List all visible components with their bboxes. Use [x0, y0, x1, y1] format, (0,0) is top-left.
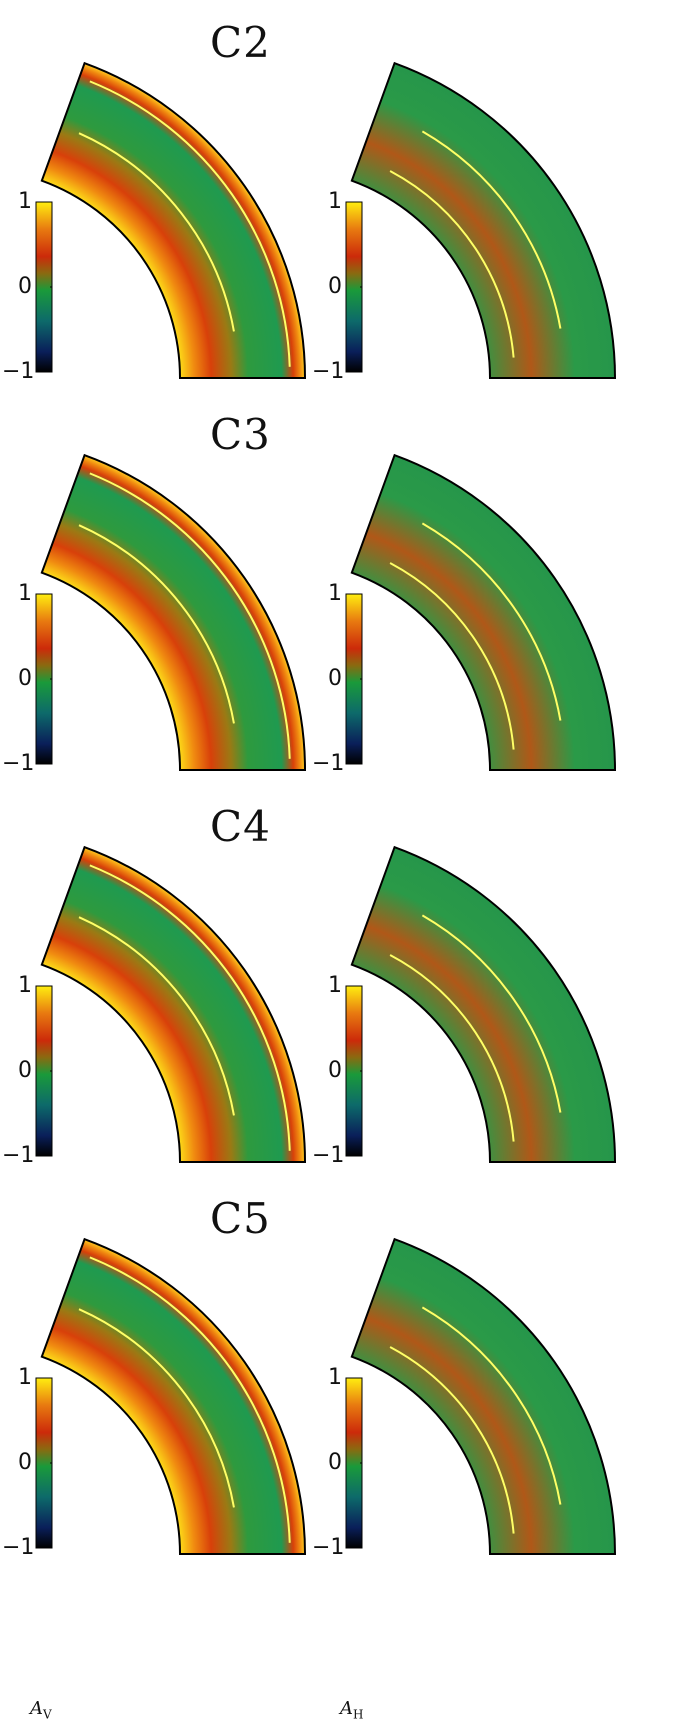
panel-c2-ah — [350, 61, 617, 379]
colorbar-right — [345, 593, 363, 765]
panel-c4-ah — [350, 845, 617, 1163]
contour-line — [89, 472, 291, 759]
row-label-c2: C2 — [210, 18, 271, 67]
panel-boundary — [350, 845, 617, 1163]
colorbar-tick-label: −1 — [2, 751, 35, 776]
contour-line — [78, 524, 235, 724]
panel-boundary — [40, 845, 307, 1163]
panels-group — [35, 61, 617, 1555]
contour-line — [89, 1256, 291, 1543]
panel-boundary — [40, 1237, 307, 1555]
contour-line — [78, 1308, 235, 1508]
panel-c3-ah — [350, 453, 617, 771]
contour-line — [78, 916, 235, 1116]
colorbar-right — [345, 1377, 363, 1549]
colorbar-tick-label: −1 — [2, 359, 35, 384]
row-label-c5: C5 — [210, 1194, 271, 1243]
colorbar-tick-label: 0 — [328, 666, 342, 691]
colorbar-tick-label: 0 — [328, 1450, 342, 1475]
colorbar-tick-label: 0 — [328, 1058, 342, 1083]
colorbar-tick-label: −1 — [312, 751, 345, 776]
colorbar-tick-label: 0 — [18, 274, 32, 299]
colorbar-left — [35, 1377, 53, 1549]
panel-boundary — [350, 1237, 617, 1555]
panel-c3-av — [40, 453, 307, 771]
panel-boundary — [40, 61, 307, 379]
contour-line — [421, 914, 562, 1113]
panel-fill — [41, 847, 306, 1162]
axis-label-ah: AH — [340, 1698, 363, 1722]
colorbar-tick-label: 1 — [328, 581, 342, 606]
panel-c4-av — [40, 845, 307, 1163]
contour-line — [389, 954, 515, 1142]
colorbar-tick-label: 1 — [18, 189, 32, 214]
contour-line — [389, 170, 515, 358]
contour-line — [389, 1346, 515, 1534]
contour-line — [389, 562, 515, 750]
contour-line — [78, 132, 235, 332]
panel-c5-ah — [350, 1237, 617, 1555]
colorbar-left — [35, 201, 53, 373]
panel-fill — [41, 63, 306, 378]
axis-label-av: AV — [30, 1698, 52, 1722]
colorbar-tick-label: 1 — [18, 973, 32, 998]
panel-boundary — [40, 453, 307, 771]
row-label-c3: C3 — [210, 410, 271, 459]
panel-fill — [41, 1239, 306, 1554]
panel-boundary — [350, 61, 617, 379]
panel-fill — [351, 63, 615, 378]
colorbar-tick-label: 1 — [18, 1365, 32, 1390]
contour-line — [421, 1306, 562, 1505]
colorbar-right — [345, 985, 363, 1157]
colorbar-tick-label: 1 — [328, 189, 342, 214]
row-label-c4: C4 — [210, 802, 271, 851]
colorbar-tick-label: 0 — [18, 666, 32, 691]
contour-line — [89, 80, 291, 367]
axis-label-av-sub: V — [43, 1707, 52, 1722]
colorbar-tick-label: 0 — [18, 1058, 32, 1083]
axis-label-ah-main: A — [340, 1698, 353, 1719]
colorbar-tick-label: −1 — [312, 1535, 345, 1560]
colorbar-tick-label: −1 — [312, 1143, 345, 1168]
axis-label-av-main: A — [30, 1698, 43, 1719]
colorbar-tick-label: 1 — [328, 973, 342, 998]
colorbar-tick-label: 1 — [18, 581, 32, 606]
colorbar-tick-label: −1 — [2, 1143, 35, 1168]
colorbar-left — [35, 593, 53, 765]
axis-label-ah-sub: H — [353, 1707, 364, 1722]
panel-fill — [351, 1239, 615, 1554]
colorbar-tick-label: 1 — [328, 1365, 342, 1390]
colorbar-right — [345, 201, 363, 373]
contour-line — [421, 130, 562, 329]
panel-c2-av — [40, 61, 307, 379]
contour-line — [89, 864, 291, 1151]
panel-fill — [351, 455, 615, 770]
colorbar-tick-label: 0 — [328, 274, 342, 299]
colorbar-tick-label: 0 — [18, 1450, 32, 1475]
colorbar-tick-label: −1 — [312, 359, 345, 384]
contour-line — [421, 522, 562, 721]
panel-fill — [351, 847, 615, 1162]
colorbar-tick-label: −1 — [2, 1535, 35, 1560]
panel-fill — [41, 455, 306, 770]
colorbar-left — [35, 985, 53, 1157]
panel-c5-av — [40, 1237, 307, 1555]
panel-boundary — [350, 453, 617, 771]
